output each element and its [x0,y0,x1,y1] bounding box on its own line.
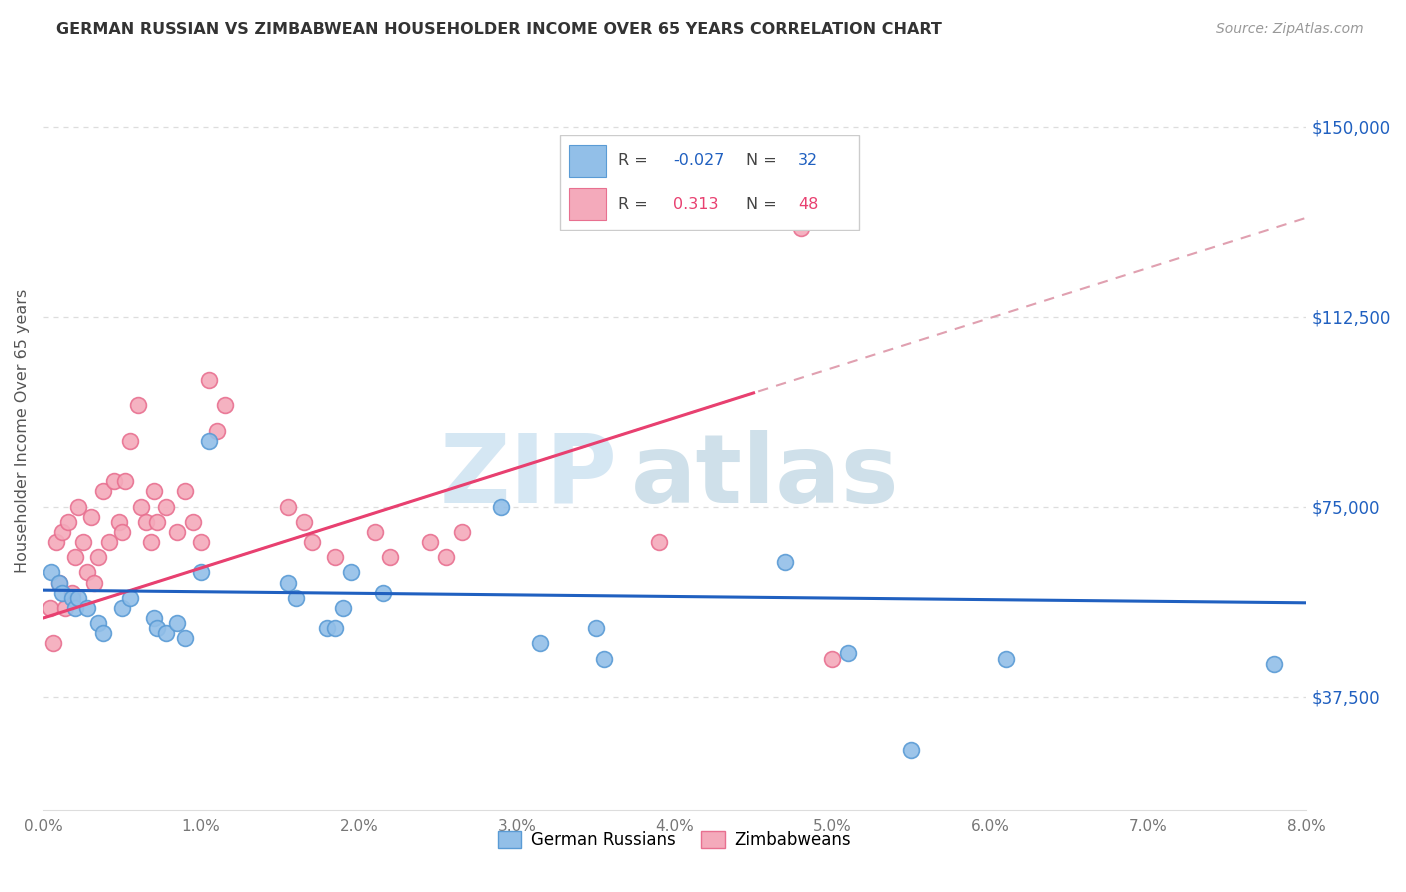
Text: GERMAN RUSSIAN VS ZIMBABWEAN HOUSEHOLDER INCOME OVER 65 YEARS CORRELATION CHART: GERMAN RUSSIAN VS ZIMBABWEAN HOUSEHOLDER… [56,22,942,37]
FancyBboxPatch shape [569,145,606,177]
Point [284,591,307,605]
Text: atlas: atlas [630,430,898,523]
Point [450,524,472,539]
Point [63,550,86,565]
Point [79,509,101,524]
Point [434,550,457,565]
Text: 0.313: 0.313 [673,197,718,211]
Point [332,600,354,615]
Point [72,535,94,549]
Point [63,600,86,615]
Point [60,585,83,599]
Point [38,600,60,615]
Point [364,524,387,539]
Text: R =: R = [619,153,652,169]
Point [139,535,162,549]
Point [790,221,813,235]
Point [135,515,157,529]
Point [103,475,125,489]
Point [142,611,165,625]
Point [837,647,859,661]
Point [155,626,177,640]
Point [76,566,98,580]
Point [174,632,197,646]
Point [205,424,228,438]
Point [108,515,131,529]
Text: -0.027: -0.027 [673,153,724,169]
Point [419,535,441,549]
Point [91,484,114,499]
Point [198,373,221,387]
Point [111,524,134,539]
Y-axis label: Householder Income Over 65 years: Householder Income Over 65 years [15,288,30,573]
Text: 48: 48 [799,197,818,211]
Point [118,591,141,605]
Point [190,566,212,580]
Point [181,515,204,529]
Point [53,600,76,615]
Point [58,515,80,529]
Point [773,555,796,569]
FancyBboxPatch shape [569,188,606,220]
Point [118,434,141,448]
Text: ZIP: ZIP [440,430,617,523]
Text: 32: 32 [799,153,818,169]
Text: R =: R = [619,197,658,211]
Point [380,550,402,565]
Point [821,651,844,665]
Point [592,651,614,665]
Point [214,398,236,412]
Point [83,575,105,590]
Point [190,535,212,549]
Point [323,550,346,565]
Point [111,600,134,615]
Point [340,566,363,580]
Point [174,484,197,499]
Point [146,621,169,635]
Text: N =: N = [747,197,782,211]
Text: Source: ZipAtlas.com: Source: ZipAtlas.com [1216,22,1364,37]
Point [900,742,922,756]
Point [316,621,339,635]
Text: N =: N = [747,153,782,169]
Point [166,616,188,631]
Point [127,398,149,412]
Point [142,484,165,499]
Point [292,515,315,529]
Point [87,616,110,631]
Point [76,600,98,615]
Point [995,651,1018,665]
Point [45,535,67,549]
Point [66,591,89,605]
Point [301,535,323,549]
Point [48,575,70,590]
Point [146,515,169,529]
Point [129,500,152,514]
Point [1263,657,1285,671]
Point [277,575,299,590]
Point [277,500,299,514]
Point [48,575,70,590]
Point [323,621,346,635]
Point [648,535,671,549]
Point [91,626,114,640]
Point [585,621,607,635]
Point [155,500,177,514]
Point [41,636,63,650]
Point [51,524,73,539]
Point [66,500,89,514]
Point [114,475,136,489]
Point [198,434,221,448]
Point [529,636,551,650]
Point [51,585,73,599]
Point [371,585,394,599]
Point [39,566,62,580]
FancyBboxPatch shape [560,136,859,230]
Point [166,524,188,539]
Legend: German Russians, Zimbabweans: German Russians, Zimbabweans [492,824,858,855]
Point [98,535,121,549]
Point [60,591,83,605]
Point [489,500,512,514]
Point [87,550,110,565]
